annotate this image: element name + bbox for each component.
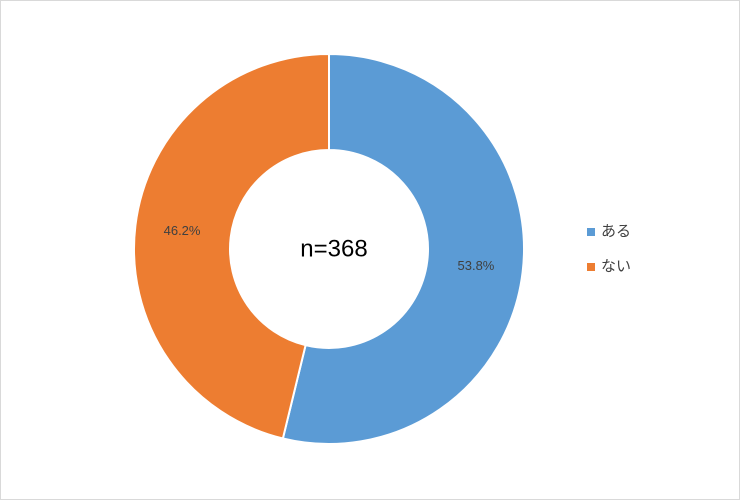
data-label: 53.8% <box>458 258 495 273</box>
center-label: n=368 <box>300 235 367 262</box>
data-label: 46.2% <box>164 223 201 238</box>
legend-swatch <box>587 263 595 271</box>
legend-label: ある <box>601 223 631 240</box>
legend-label: ない <box>601 258 631 275</box>
legend-swatch <box>587 228 595 236</box>
donut-slice <box>133 52 330 440</box>
donut-slice <box>281 52 525 445</box>
